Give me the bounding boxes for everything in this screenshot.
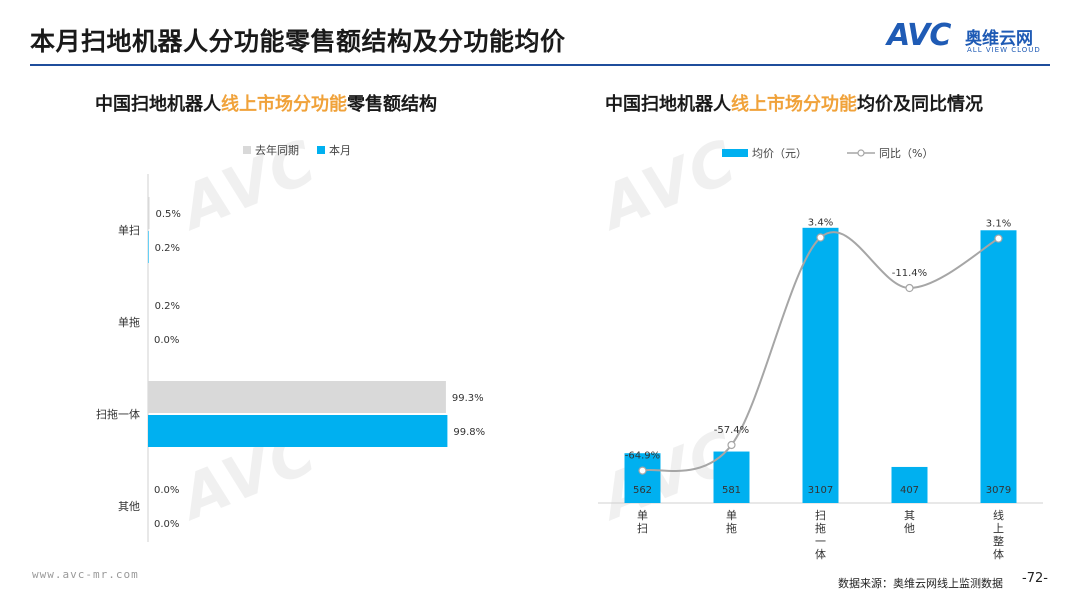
legend-label: 去年同期 [255, 144, 299, 157]
header: 本月扫地机器人分功能零售额结构及分功能均价 AVC 奥维云网 ALL VIEW … [0, 0, 1080, 68]
yoy-label: -57.4% [714, 425, 749, 436]
category-label-char: 体 [993, 547, 1004, 561]
price-label: 3079 [986, 485, 1011, 496]
legend-item-avg-price: 均价（元） [722, 145, 807, 161]
data-label: 99.8% [453, 427, 485, 438]
bar [148, 289, 149, 321]
right-legend: 均价（元） 同比（%） [722, 145, 945, 161]
yoy-label: -64.9% [625, 451, 660, 462]
data-label: 0.0% [154, 485, 179, 496]
category-label-char: 他 [904, 522, 915, 535]
legend-line-swatch [847, 149, 875, 157]
yoy-point [638, 466, 647, 475]
avc-logo: AVC 奥维云网 ALL VIEW CLOUD [887, 18, 1052, 58]
price-label: 581 [722, 485, 741, 496]
category-label-char: 一 [815, 535, 826, 548]
footer-website: www.avc-mr.com [32, 568, 139, 581]
category-label-char: 拖 [815, 521, 826, 535]
left-bar-chart: 单扫 0.5% 0.2% 单拖 0.2% 0.0% 扫拖一体 99.3% 99.8% 其他 0.0%… [96, 174, 485, 542]
left-title-post: 零售额结构 [347, 94, 437, 115]
legend-item-yoy: 同比（%） [847, 145, 933, 161]
data-label: 0.5% [156, 209, 181, 220]
right-title-pre: 中国扫地机器人 [605, 94, 731, 115]
price-bar [713, 451, 750, 503]
category-label-char: 单 [726, 509, 737, 522]
logo-cn: 奥维云网 [965, 29, 1033, 49]
yoy-label: -11.4% [892, 268, 927, 279]
category-label: 单扫 [118, 224, 140, 237]
data-label: 0.2% [155, 301, 180, 312]
price-label: 562 [633, 485, 652, 496]
bar [148, 197, 150, 229]
right-title-post: 均价及同比情况 [857, 94, 983, 115]
category-label-char: 整 [993, 534, 1004, 548]
category-label-char: 体 [815, 547, 826, 561]
legend-swatch [722, 149, 748, 157]
yoy-label: 3.1% [986, 219, 1011, 230]
bar [148, 381, 446, 413]
category-label-char: 扫 [637, 522, 648, 535]
category-label: 单拖 [118, 315, 140, 329]
legend-swatch [317, 146, 325, 154]
yoy-point [727, 440, 736, 450]
category-label-char: 拖 [726, 521, 737, 535]
bar [148, 415, 448, 447]
price-bar [624, 453, 661, 503]
logo-mark: AVC [887, 18, 951, 53]
bar [148, 231, 149, 263]
data-label: 0.2% [155, 243, 180, 254]
left-title-highlight: 线上市场分功能 [221, 94, 347, 115]
price-bar [802, 227, 839, 503]
header-divider [30, 64, 1050, 66]
data-label: 0.0% [154, 519, 179, 530]
left-legend: 去年同期 本月 [243, 142, 363, 158]
legend-label: 本月 [329, 144, 351, 157]
price-label: 407 [900, 485, 919, 496]
category-label-char: 上 [993, 522, 1004, 535]
legend-label: 均价（元） [752, 147, 807, 160]
data-label: 0.0% [154, 335, 179, 346]
left-chart-title: 中国扫地机器人线上市场分功能零售额结构 [95, 90, 437, 116]
category-label-char: 其 [904, 509, 915, 522]
legend-swatch [243, 146, 251, 154]
footer-source: 数据来源：奥维云网线上监测数据 [838, 577, 1003, 590]
price-bar [891, 466, 928, 503]
price-bar [980, 230, 1017, 503]
right-combo-chart: 562单扫581单拖3107扫拖一体407其他3079线上整体-64.9%-57… [598, 218, 1043, 561]
data-label: 99.3% [452, 393, 484, 404]
category-label: 扫拖一体 [96, 407, 140, 421]
category-label-char: 扫 [815, 509, 826, 522]
category-label: 其他 [118, 500, 140, 513]
page-title: 本月扫地机器人分功能零售额结构及分功能均价 [30, 27, 566, 56]
category-label-char: 线 [993, 508, 1004, 522]
logo-en: ALL VIEW CLOUD [967, 46, 1041, 54]
left-title-pre: 中国扫地机器人 [95, 94, 221, 115]
yoy-label: 3.4% [808, 218, 833, 229]
yoy-point [905, 283, 914, 293]
category-label-char: 单 [637, 509, 648, 522]
yoy-point [816, 233, 825, 242]
yoy-point [994, 234, 1003, 243]
legend-label: 同比（%） [879, 147, 934, 160]
right-chart-title: 中国扫地机器人线上市场分功能均价及同比情况 [605, 90, 983, 116]
legend-item-last-year: 去年同期 [243, 142, 299, 158]
page-number: -72- [1022, 571, 1048, 586]
right-title-highlight: 线上市场分功能 [731, 94, 857, 115]
yoy-line [642, 231, 999, 472]
legend-item-this-month: 本月 [317, 142, 351, 158]
price-label: 3107 [808, 485, 833, 496]
